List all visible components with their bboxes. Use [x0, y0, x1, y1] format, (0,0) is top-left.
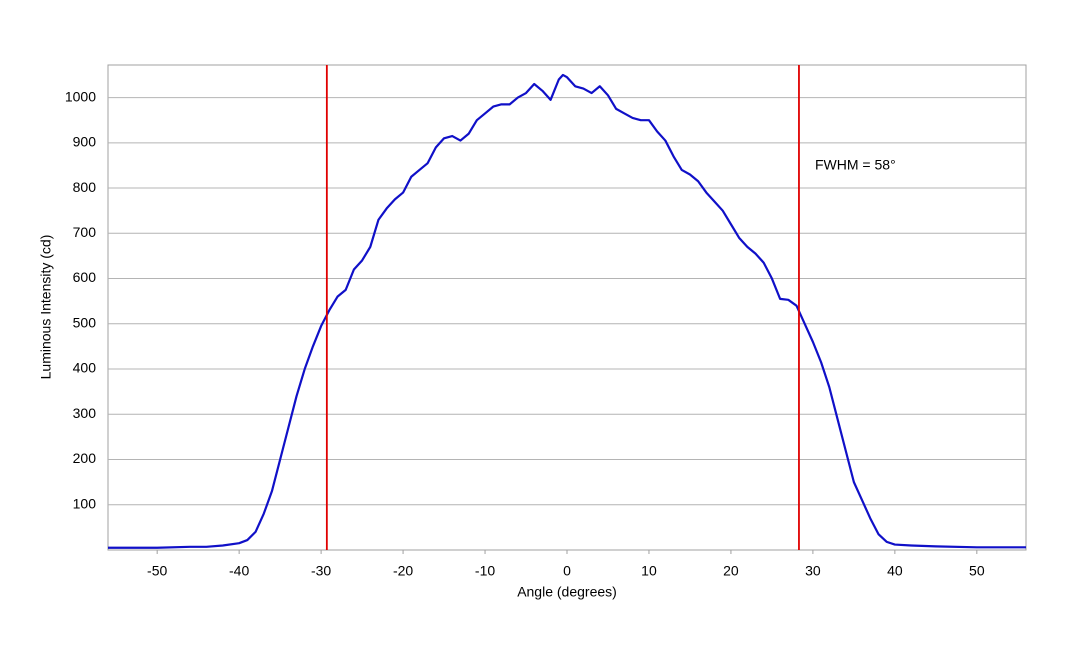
y-axis-label: Luminous Intensity (cd): [38, 235, 54, 380]
x-tick-label: -10: [475, 563, 495, 579]
y-tick-label: 100: [73, 495, 97, 511]
y-tick-label: 600: [73, 269, 97, 285]
x-tick-label: 0: [563, 563, 571, 579]
x-tick-label: 20: [723, 563, 739, 579]
y-tick-label: 1000: [65, 88, 96, 104]
x-tick-label: -40: [229, 563, 249, 579]
x-tick-label: -20: [393, 563, 413, 579]
y-tick-label: 700: [73, 224, 97, 240]
y-tick-label: 500: [73, 314, 97, 330]
y-tick-label: 900: [73, 134, 97, 150]
data-line: [108, 73, 1026, 549]
x-tick-label: 10: [641, 563, 657, 579]
x-tick-label: 40: [887, 563, 903, 579]
x-tick-label: 30: [805, 563, 821, 579]
x-tick-label: 50: [969, 563, 985, 579]
y-tick-label: 200: [73, 450, 97, 466]
y-tick-label: 800: [73, 179, 97, 195]
y-tick-label: 400: [73, 360, 97, 376]
annotation: FWHM = 58°: [815, 157, 896, 173]
x-axis-label: Angle (degrees): [517, 584, 617, 600]
x-tick-label: -30: [311, 563, 331, 579]
plot-area: [107, 64, 1027, 551]
y-tick-label: 300: [73, 405, 97, 421]
x-tick-label: -50: [147, 563, 167, 579]
